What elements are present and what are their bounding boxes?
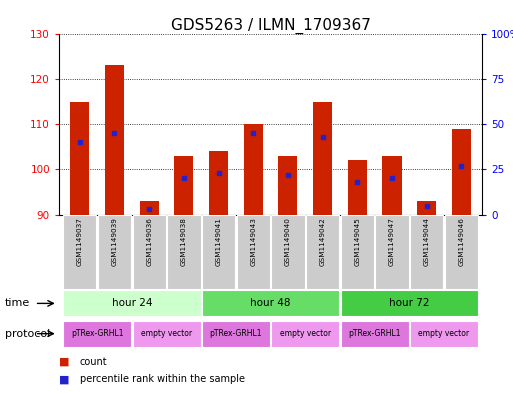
Text: GSM1149041: GSM1149041 bbox=[215, 217, 222, 266]
Bar bbox=[236, 215, 270, 288]
Text: GSM1149043: GSM1149043 bbox=[250, 217, 256, 266]
Bar bbox=[167, 215, 201, 288]
Bar bbox=[202, 321, 270, 347]
Bar bbox=[140, 201, 159, 215]
Text: pTRex-GRHL1: pTRex-GRHL1 bbox=[210, 329, 262, 338]
Bar bbox=[410, 321, 478, 347]
Bar bbox=[244, 124, 263, 215]
Bar bbox=[63, 215, 96, 288]
Text: GSM1149047: GSM1149047 bbox=[389, 217, 395, 266]
Text: hour 48: hour 48 bbox=[250, 298, 291, 309]
Text: GSM1149042: GSM1149042 bbox=[320, 217, 326, 266]
Text: empty vector: empty vector bbox=[280, 329, 331, 338]
Bar bbox=[105, 65, 124, 215]
Bar bbox=[306, 215, 339, 288]
Bar bbox=[209, 151, 228, 215]
Text: percentile rank within the sample: percentile rank within the sample bbox=[80, 374, 245, 384]
Bar bbox=[417, 201, 436, 215]
Bar bbox=[348, 160, 367, 215]
Bar bbox=[63, 290, 201, 316]
Bar bbox=[202, 215, 235, 288]
Bar bbox=[271, 321, 339, 347]
Bar bbox=[445, 215, 478, 288]
Bar bbox=[410, 215, 443, 288]
Bar bbox=[376, 215, 409, 288]
Bar bbox=[313, 101, 332, 215]
Text: pTRex-GRHL1: pTRex-GRHL1 bbox=[348, 329, 401, 338]
Text: empty vector: empty vector bbox=[141, 329, 192, 338]
Bar bbox=[341, 290, 478, 316]
Text: hour 24: hour 24 bbox=[112, 298, 152, 309]
Bar bbox=[202, 290, 339, 316]
Bar bbox=[271, 215, 305, 288]
Bar bbox=[174, 156, 193, 215]
Bar bbox=[341, 215, 374, 288]
Text: GSM1149037: GSM1149037 bbox=[77, 217, 83, 266]
Text: ■: ■ bbox=[59, 374, 69, 384]
Bar bbox=[383, 156, 402, 215]
Text: GSM1149038: GSM1149038 bbox=[181, 217, 187, 266]
Text: GSM1149045: GSM1149045 bbox=[354, 217, 360, 266]
Text: GSM1149044: GSM1149044 bbox=[424, 217, 430, 266]
Bar bbox=[70, 101, 89, 215]
Title: GDS5263 / ILMN_1709367: GDS5263 / ILMN_1709367 bbox=[171, 18, 370, 34]
Bar bbox=[132, 321, 201, 347]
Text: hour 72: hour 72 bbox=[389, 298, 429, 309]
Text: ■: ■ bbox=[59, 356, 69, 367]
Bar bbox=[63, 321, 131, 347]
Text: GSM1149039: GSM1149039 bbox=[111, 217, 117, 266]
Text: GSM1149036: GSM1149036 bbox=[146, 217, 152, 266]
Text: GSM1149046: GSM1149046 bbox=[459, 217, 464, 266]
Text: empty vector: empty vector bbox=[419, 329, 469, 338]
Bar bbox=[98, 215, 131, 288]
Text: protocol: protocol bbox=[5, 329, 50, 339]
Text: pTRex-GRHL1: pTRex-GRHL1 bbox=[71, 329, 124, 338]
Text: count: count bbox=[80, 356, 107, 367]
Bar bbox=[452, 129, 471, 215]
Bar bbox=[279, 156, 298, 215]
Text: time: time bbox=[5, 298, 30, 309]
Bar bbox=[132, 215, 166, 288]
Text: GSM1149040: GSM1149040 bbox=[285, 217, 291, 266]
Bar bbox=[341, 321, 409, 347]
